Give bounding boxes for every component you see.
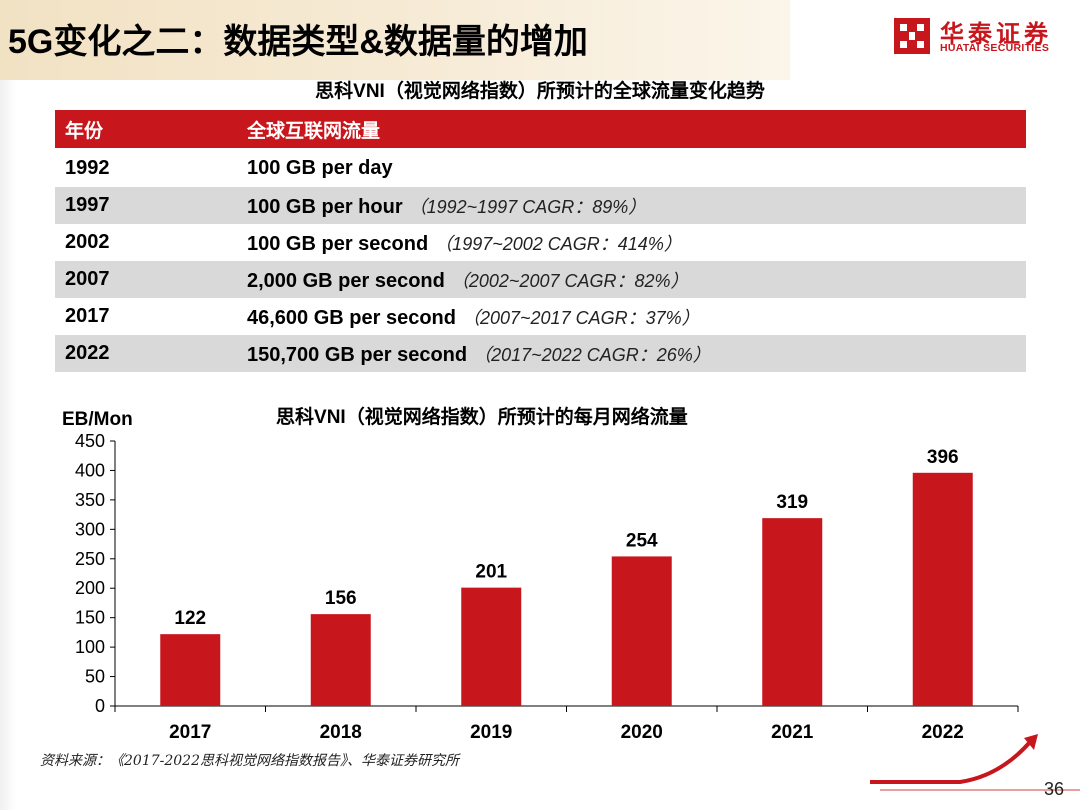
table-title-bold: VNI — [353, 81, 385, 102]
title-bar: 5G变化之二：数据类型&数据量的增加 — [0, 0, 790, 80]
cagr-note: （2007~2017 CAGR：37%） — [461, 307, 700, 328]
x-tick-label: 2017 — [169, 722, 211, 743]
cagr-note: （1997~2002 CAGR：414%） — [434, 233, 682, 254]
huatai-logo-icon — [894, 18, 930, 54]
bar — [461, 587, 522, 706]
chart-title-pre: 思科 — [276, 406, 315, 428]
chart-title: 思科VNI（视觉网络指数）所预计的每月网络流量 — [276, 402, 688, 429]
cagr-note: （2002~2007 CAGR：82%） — [450, 270, 689, 291]
traffic-value: 150,700 GB per second — [247, 343, 468, 366]
data-label: 122 — [174, 608, 206, 629]
table-header-row: 年份 全球互联网流量 — [55, 110, 1026, 150]
traffic-value: 100 GB per second — [247, 232, 429, 255]
table-row: 1997 100 GB per hour （1992~1997 CAGR：89%） — [55, 187, 1026, 224]
chart-title-bold: VNI — [314, 407, 346, 428]
y-axis-unit-label: EB/Mon — [62, 409, 133, 430]
data-label: 201 — [475, 562, 507, 583]
data-label: 319 — [776, 492, 808, 513]
y-tick-label: 0 — [95, 696, 105, 716]
cell-traffic: 150,700 GB per second （2017~2022 CAGR：26%… — [237, 335, 1026, 372]
table-row: 2022 150,700 GB per second （2017~2022 CAG… — [55, 335, 1026, 372]
y-tick-label: 450 — [75, 431, 105, 451]
header-traffic: 全球互联网流量 — [237, 110, 1026, 150]
y-tick-label: 200 — [75, 578, 105, 598]
cell-traffic: 100 GB per hour （1992~1997 CAGR：89%） — [237, 187, 1026, 224]
table-row: 1992 100 GB per day — [55, 149, 1026, 187]
y-tick-label: 250 — [75, 549, 105, 569]
cell-year: 2007 — [55, 261, 237, 298]
page-number: 36 — [1043, 779, 1064, 799]
table-row: 2017 46,600 GB per second （2007~2017 CAGR… — [55, 298, 1026, 335]
bar — [611, 556, 672, 706]
cell-year: 1997 — [55, 187, 237, 224]
table-title-pre: 思科 — [315, 80, 354, 102]
data-label: 156 — [325, 588, 357, 609]
cell-year: 2022 — [55, 335, 237, 372]
y-tick-label: 150 — [75, 608, 105, 628]
traffic-value: 2,000 GB per second — [247, 269, 445, 292]
y-tick-label: 400 — [75, 460, 105, 480]
table-title-post: （视觉网络指数）所预计的全球流量变化趋势 — [384, 80, 765, 102]
cell-year: 2017 — [65, 305, 110, 327]
logo-text-en: HUATAI SECURITIES — [940, 42, 1050, 54]
cagr-note: （2017~2022 CAGR：26%） — [473, 344, 711, 365]
table-row: 2002 100 GB per second （1997~2002 CAGR：41… — [55, 224, 1026, 261]
traffic-value: 46,600 GB per second — [247, 306, 456, 329]
traffic-table: 年份 全球互联网流量 1992 100 GB per day 1997 100 … — [55, 110, 1026, 372]
cagr-note: （1992~1997 CAGR：89%） — [408, 196, 647, 217]
bar — [160, 634, 221, 706]
page-title: 5G变化之二：数据类型&数据量的增加 — [8, 23, 588, 61]
bar — [912, 472, 973, 706]
left-shade — [0, 80, 16, 810]
data-label: 396 — [927, 447, 959, 468]
cell-traffic: 2,000 GB per second （2002~2007 CAGR：82%） — [237, 261, 1026, 298]
logo-text-cn: 华泰证券 — [940, 21, 1052, 48]
table-row: 2007 2,000 GB per second （2002~2007 CAGR：… — [55, 261, 1026, 298]
cell-traffic: 100 GB per second （1997~2002 CAGR：414%） — [237, 224, 1026, 261]
bar — [310, 614, 371, 706]
y-tick-label: 300 — [75, 519, 105, 539]
huatai-logo: 华泰证券 HUATAI SECURITIES — [892, 14, 1072, 58]
x-tick-label: 2019 — [470, 722, 512, 743]
cell-traffic: 100 GB per day — [237, 149, 1026, 187]
data-label: 254 — [626, 530, 658, 551]
traffic-value: 100 GB per day — [247, 157, 393, 179]
traffic-value: 100 GB per hour — [247, 195, 403, 218]
cell-year: 1992 — [65, 157, 110, 179]
table-title: 思科VNI（视觉网络指数）所预计的全球流量变化趋势 — [0, 76, 1080, 103]
cell-traffic: 46,600 GB per second （2007~2017 CAGR：37%） — [237, 298, 1026, 335]
cell-year: 2002 — [65, 231, 110, 253]
x-tick-label: 2020 — [621, 722, 663, 743]
x-tick-label: 2021 — [771, 722, 814, 743]
y-tick-label: 350 — [75, 490, 105, 510]
x-tick-label: 2022 — [922, 722, 964, 743]
header-year: 年份 — [55, 110, 237, 150]
source-note: 资料来源：《2017-2022思科视觉网络指数报告》、华泰证券研究所 — [40, 753, 459, 769]
chart-title-post: （视觉网络指数）所预计的每月网络流量 — [345, 406, 688, 428]
y-tick-label: 50 — [85, 667, 105, 687]
x-tick-label: 2018 — [320, 722, 362, 743]
bar — [762, 518, 823, 706]
y-tick-label: 100 — [75, 637, 105, 657]
